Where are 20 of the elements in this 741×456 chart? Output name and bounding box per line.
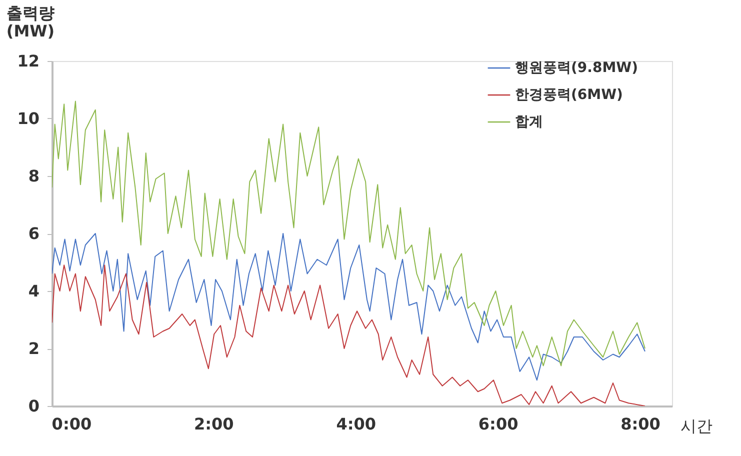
x-tick-label: 4:00 xyxy=(336,414,376,434)
x-tick-label: 8:00 xyxy=(620,414,660,434)
x-tick-label: 0:00 xyxy=(52,414,92,434)
y-axis-title: 출력량 (MW) xyxy=(6,4,55,40)
y-tick-label: 2 xyxy=(28,339,40,358)
x-tick-label: 2:00 xyxy=(194,414,234,434)
x-tick-label: 6:00 xyxy=(478,414,518,434)
legend-label: 한경풍력(6MW) xyxy=(515,87,623,103)
line-series xyxy=(52,100,646,366)
y-tick-label: 10 xyxy=(17,109,40,128)
legend-label: 합계 xyxy=(515,114,543,130)
x-axis-title: 시간 xyxy=(680,416,712,436)
y-tick-label: 12 xyxy=(17,52,40,70)
y-tick-label: 8 xyxy=(28,166,40,186)
y-tick-label: 6 xyxy=(28,224,40,243)
y-tick-label: 4 xyxy=(28,282,40,300)
line-series xyxy=(52,264,646,406)
legend-label: 행원풍력(9.8MW) xyxy=(515,60,638,76)
y-tick-label: 0 xyxy=(28,396,40,416)
line-series xyxy=(52,233,646,381)
